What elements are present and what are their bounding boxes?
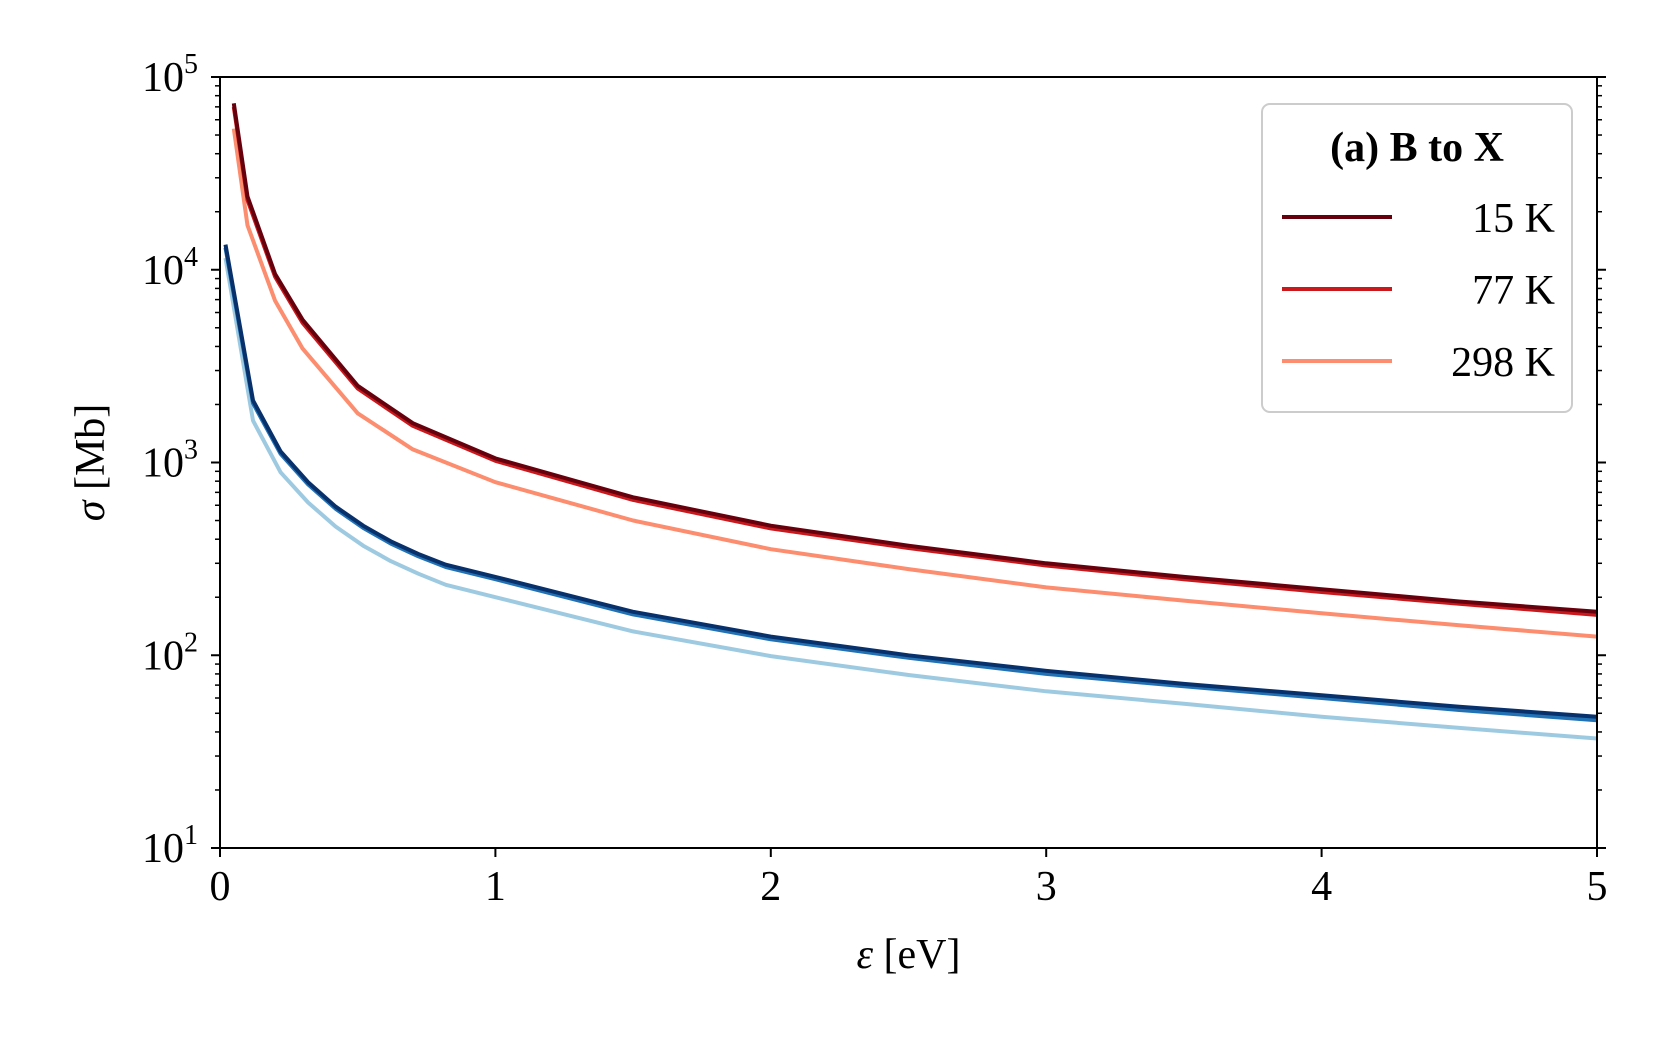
x-tick-label: 0 [210, 864, 231, 910]
x-axis: 0 1 2 3 4 5 [210, 848, 1608, 910]
legend-label: 77 K [1472, 268, 1555, 314]
plot-area [219, 76, 1598, 849]
y-tick-label: 104 [142, 242, 198, 294]
legend-label: 298 K [1451, 340, 1555, 386]
legend: (a) B to X 15 K 77 K 298 K [1261, 103, 1573, 413]
series-line-3 [231, 128, 1598, 639]
y-tick-label: 103 [142, 435, 198, 487]
legend-title: (a) B to X [1330, 125, 1504, 171]
x-axis-label: ε [eV] [856, 932, 960, 978]
series-line-4 [223, 244, 1598, 719]
x-tick-label: 2 [760, 864, 781, 910]
y-tick-label: 102 [142, 627, 198, 679]
x-tick-label: 3 [1036, 864, 1057, 910]
x-tick-label: 5 [1587, 864, 1608, 910]
x-tick-label: 1 [485, 864, 506, 910]
series-line-1 [231, 103, 1598, 614]
x-tick-label: 4 [1311, 864, 1332, 910]
legend-label: 15 K [1472, 196, 1555, 242]
y-tick-label: 101 [142, 820, 198, 872]
series-line-6 [223, 257, 1598, 741]
y-tick-label: 105 [142, 49, 198, 101]
legend-entries: 15 K 77 K 298 K [1282, 196, 1555, 386]
y-axis-label: σ [Mb] [68, 404, 114, 522]
series-layer [223, 103, 1598, 741]
legend-box [1261, 103, 1573, 413]
y-axis: 101 102 103 104 105 [142, 49, 1606, 872]
